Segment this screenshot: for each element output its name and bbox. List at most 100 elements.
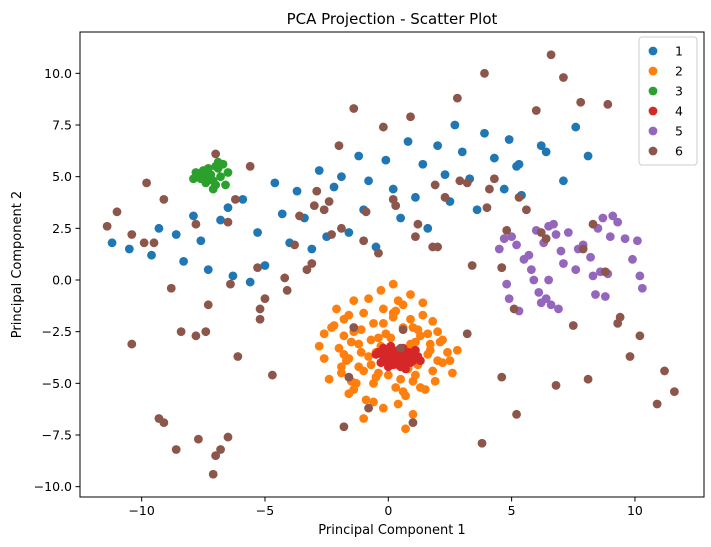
- data-point-series-6: [408, 418, 418, 427]
- data-point-series-1: [223, 203, 233, 213]
- data-point-series-6: [233, 352, 243, 361]
- data-point-series-1: [216, 215, 225, 225]
- legend: 1 2 3 4 5 6: [638, 36, 698, 166]
- data-point-series-6: [139, 238, 149, 248]
- data-point-series-2: [327, 323, 336, 332]
- data-point-series-3: [223, 168, 233, 177]
- data-point-series-5: [586, 252, 595, 262]
- data-point-series-6: [406, 112, 415, 122]
- data-point-series-5: [559, 259, 568, 268]
- data-point-series-6: [652, 399, 662, 409]
- data-point-series-1: [107, 238, 117, 248]
- data-point-series-6: [411, 232, 420, 242]
- data-point-series-3: [191, 168, 201, 177]
- data-point-series-2: [443, 347, 452, 357]
- series-1: [107, 120, 593, 287]
- data-point-series-1: [450, 120, 460, 130]
- data-point-series-6: [245, 161, 255, 171]
- data-point-series-5: [600, 292, 610, 301]
- data-point-series-6: [480, 68, 489, 78]
- data-point-series-6: [489, 174, 499, 184]
- legend-marker-3: [648, 86, 658, 96]
- data-point-series-5: [613, 217, 623, 227]
- data-point-series-2: [381, 329, 391, 339]
- data-point-series-5: [526, 265, 536, 275]
- y-tick-label: −7.5: [42, 428, 72, 443]
- data-point-series-3: [198, 172, 208, 182]
- data-point-series-2: [337, 368, 346, 378]
- data-point-series-6: [361, 207, 371, 217]
- data-point-series-1: [270, 178, 280, 188]
- data-point-series-4: [383, 354, 393, 363]
- data-point-series-6: [625, 352, 635, 361]
- data-point-series-6: [430, 180, 440, 190]
- data-point-series-2: [406, 314, 415, 324]
- data-point-series-1: [489, 153, 499, 163]
- data-point-series-2: [378, 304, 388, 314]
- data-point-series-2: [406, 290, 415, 299]
- data-point-series-6: [216, 445, 225, 454]
- data-point-series-6: [211, 451, 221, 461]
- data-point-series-2: [378, 403, 388, 413]
- data-point-series-2: [428, 366, 438, 376]
- data-point-series-6: [497, 263, 507, 272]
- data-point-series-5: [494, 244, 504, 254]
- data-point-series-6: [374, 248, 383, 258]
- data-point-series-1: [440, 170, 450, 180]
- data-point-series-6: [388, 195, 398, 204]
- data-point-series-6: [171, 445, 181, 454]
- data-point-series-1: [253, 228, 262, 237]
- data-point-series-6: [230, 195, 240, 204]
- data-point-series-1: [396, 213, 406, 223]
- data-point-series-2: [356, 347, 366, 357]
- data-point-series-1: [260, 261, 270, 270]
- data-point-series-1: [571, 122, 581, 132]
- data-point-series-6: [482, 203, 492, 213]
- data-point-series-6: [253, 263, 262, 272]
- data-point-series-2: [369, 378, 378, 388]
- data-point-series-6: [613, 319, 623, 328]
- data-point-series-1: [559, 176, 568, 186]
- legend-label-4: 4: [675, 104, 683, 119]
- data-point-series-6: [578, 244, 588, 254]
- data-point-series-1: [536, 141, 546, 151]
- data-point-series-6: [159, 195, 169, 204]
- data-point-series-6: [349, 104, 359, 113]
- data-point-series-2: [445, 356, 455, 365]
- data-point-series-6: [378, 122, 388, 132]
- data-point-series-5: [608, 211, 618, 221]
- data-point-series-2: [319, 329, 329, 339]
- data-point-series-4: [378, 343, 388, 353]
- series-6: [102, 50, 679, 479]
- data-point-series-6: [477, 438, 487, 448]
- data-point-series-6: [226, 279, 235, 289]
- data-point-series-2: [393, 399, 403, 409]
- data-point-series-1: [433, 141, 443, 151]
- x-tick-label: 5: [508, 503, 516, 518]
- data-point-series-5: [502, 279, 512, 289]
- data-point-series-2: [359, 308, 369, 318]
- data-point-series-6: [223, 217, 233, 227]
- y-axis-ticks: −10.0 −7.5 −5.0 −2.5 0.0 2.5 5.0 7.5 10.0: [34, 66, 80, 494]
- data-point-series-2: [337, 362, 346, 372]
- data-point-series-1: [541, 147, 551, 157]
- data-point-series-6: [396, 343, 406, 353]
- data-point-series-6: [485, 184, 494, 194]
- data-point-series-6: [541, 234, 551, 244]
- data-point-series-2: [411, 337, 420, 347]
- data-point-series-6: [349, 323, 359, 332]
- data-point-series-2: [413, 325, 423, 334]
- data-point-series-6: [208, 469, 218, 479]
- data-point-series-1: [228, 271, 238, 281]
- y-tick-label: 7.5: [52, 118, 72, 133]
- data-point-series-6: [223, 432, 233, 442]
- data-point-series-2: [354, 339, 364, 349]
- data-point-series-2: [344, 354, 354, 363]
- data-point-series-2: [364, 294, 373, 303]
- data-point-series-1: [196, 236, 206, 246]
- data-point-series-5: [637, 283, 647, 293]
- data-point-series-4: [415, 356, 425, 365]
- data-point-series-5: [620, 234, 630, 244]
- data-point-series-6: [203, 300, 213, 310]
